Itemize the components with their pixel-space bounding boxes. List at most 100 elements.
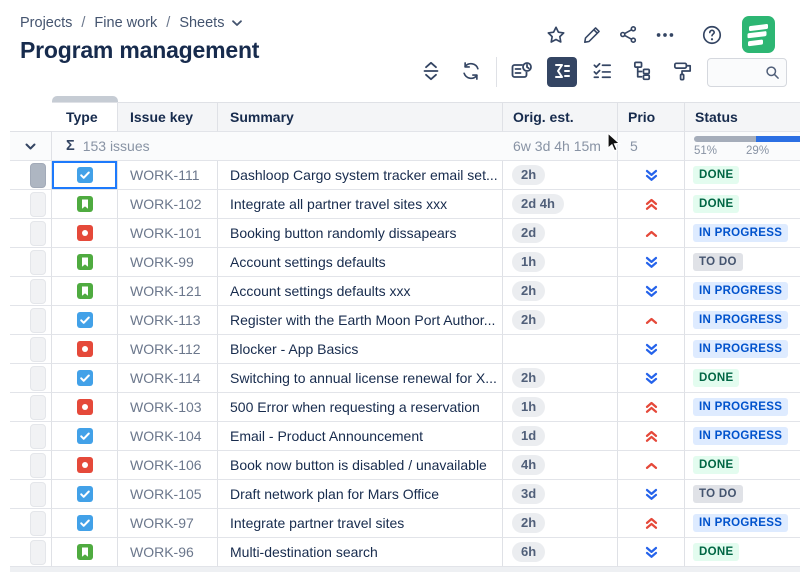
issue-key[interactable]: WORK-114 (118, 364, 218, 393)
breadcrumb-projects[interactable]: Projects (20, 15, 73, 31)
orig-est-cell[interactable]: 2h (503, 306, 618, 335)
structure-view-button[interactable] (627, 57, 657, 87)
row-drag-handle[interactable] (29, 278, 46, 304)
issue-key[interactable]: WORK-102 (118, 190, 218, 219)
refresh-button[interactable] (456, 57, 486, 87)
format-painter-button[interactable] (667, 57, 697, 87)
issue-summary[interactable]: 500 Error when requesting a reservation (218, 393, 503, 422)
row-drag-handle[interactable] (29, 394, 46, 420)
issue-key[interactable]: WORK-106 (118, 451, 218, 480)
issue-type-cell[interactable] (52, 306, 118, 335)
breadcrumb-project[interactable]: Fine work (94, 15, 158, 31)
issue-type-cell[interactable] (52, 219, 118, 248)
issue-key[interactable]: WORK-113 (118, 306, 218, 335)
star-button[interactable] (545, 24, 567, 46)
orig-est-cell[interactable]: 4h (503, 451, 618, 480)
orig-est-cell[interactable]: 2d 4h (503, 190, 618, 219)
priority-cell[interactable] (618, 219, 685, 248)
row-drag-handle[interactable] (29, 307, 46, 333)
row-drag-handle[interactable] (29, 220, 46, 246)
row-drag-handle[interactable] (29, 539, 46, 565)
issue-type-cell[interactable] (52, 190, 118, 219)
issue-type-cell[interactable] (52, 277, 118, 306)
row-drag-handle[interactable] (29, 191, 46, 217)
status-cell[interactable]: DONE (685, 161, 800, 190)
orig-est-cell[interactable] (503, 335, 618, 364)
share-button[interactable] (618, 24, 639, 45)
status-cell[interactable]: IN PROGRESS (685, 277, 800, 306)
priority-cell[interactable] (618, 335, 685, 364)
orig-est-cell[interactable]: 1h (503, 248, 618, 277)
issue-type-cell[interactable] (52, 248, 118, 277)
issue-summary[interactable]: Booking button randomly dissapears (218, 219, 503, 248)
issue-type-cell[interactable] (52, 509, 118, 538)
issue-key[interactable]: WORK-97 (118, 509, 218, 538)
priority-cell[interactable] (618, 509, 685, 538)
app-logo[interactable] (742, 16, 775, 53)
row-drag-handle[interactable] (29, 481, 46, 507)
issue-summary[interactable]: Blocker - App Basics (218, 335, 503, 364)
orig-est-cell[interactable]: 2d (503, 219, 618, 248)
help-button[interactable] (701, 24, 723, 46)
priority-cell[interactable] (618, 364, 685, 393)
priority-cell[interactable] (618, 422, 685, 451)
issue-summary[interactable]: Book now button is disabled / unavailabl… (218, 451, 503, 480)
issue-summary[interactable]: Email - Product Announcement (218, 422, 503, 451)
chevron-down-icon[interactable] (231, 19, 243, 27)
orig-est-cell[interactable]: 2h (503, 277, 618, 306)
orig-est-cell[interactable]: 2h (503, 509, 618, 538)
issue-summary[interactable]: Multi-destination search (218, 538, 503, 567)
row-drag-handle[interactable] (29, 249, 46, 275)
collapse-all-button[interactable] (416, 57, 446, 87)
column-header-summary[interactable]: Summary (218, 102, 503, 132)
priority-cell[interactable] (618, 190, 685, 219)
checklist-view-button[interactable] (587, 57, 617, 87)
orig-est-cell[interactable]: 6h (503, 538, 618, 567)
row-drag-handle[interactable] (29, 510, 46, 536)
column-header-type[interactable]: Type (52, 102, 118, 132)
status-cell[interactable]: IN PROGRESS (685, 306, 800, 335)
issue-key[interactable]: WORK-121 (118, 277, 218, 306)
status-cell[interactable]: TO DO (685, 248, 800, 277)
issue-type-cell[interactable] (52, 364, 118, 393)
status-cell[interactable]: DONE (685, 364, 800, 393)
status-cell[interactable]: TO DO (685, 480, 800, 509)
priority-cell[interactable] (618, 393, 685, 422)
row-drag-handle[interactable] (29, 452, 46, 478)
orig-est-cell[interactable]: 2h (503, 364, 618, 393)
orig-est-cell[interactable]: 1d (503, 422, 618, 451)
status-cell[interactable]: IN PROGRESS (685, 509, 800, 538)
collapse-group-cell[interactable] (10, 132, 52, 161)
breadcrumb-sheets[interactable]: Sheets (179, 15, 225, 31)
column-header-orig-est[interactable]: Orig. est. (503, 102, 618, 132)
more-button[interactable] (654, 24, 676, 46)
row-drag-handle[interactable] (29, 365, 46, 391)
search-input[interactable] (707, 57, 787, 87)
priority-cell[interactable] (618, 480, 685, 509)
issue-summary[interactable]: Switching to annual license renewal for … (218, 364, 503, 393)
status-cell[interactable]: IN PROGRESS (685, 393, 800, 422)
priority-cell[interactable] (618, 451, 685, 480)
column-header-status[interactable]: Status (685, 102, 800, 132)
issue-type-cell[interactable] (52, 161, 118, 190)
issue-summary[interactable]: Register with the Earth Moon Port Author… (218, 306, 503, 335)
issue-summary[interactable]: Integrate all partner travel sites xxx (218, 190, 503, 219)
issue-summary[interactable]: Integrate partner travel sites (218, 509, 503, 538)
status-cell[interactable]: IN PROGRESS (685, 219, 800, 248)
status-cell[interactable]: IN PROGRESS (685, 335, 800, 364)
status-cell[interactable]: DONE (685, 538, 800, 567)
column-header-prio[interactable]: Prio (618, 102, 685, 132)
orig-est-cell[interactable]: 3d (503, 480, 618, 509)
priority-cell[interactable] (618, 248, 685, 277)
issue-type-cell[interactable] (52, 451, 118, 480)
issue-type-cell[interactable] (52, 480, 118, 509)
row-drag-handle[interactable] (29, 336, 46, 362)
issue-summary[interactable]: Dashloop Cargo system tracker email set.… (218, 161, 503, 190)
priority-cell[interactable] (618, 538, 685, 567)
issue-summary[interactable]: Account settings defaults (218, 248, 503, 277)
edit-button[interactable] (582, 24, 603, 45)
issue-key[interactable]: WORK-96 (118, 538, 218, 567)
issue-summary[interactable]: Account settings defaults xxx (218, 277, 503, 306)
row-drag-handle[interactable] (29, 162, 46, 188)
issue-key[interactable]: WORK-112 (118, 335, 218, 364)
